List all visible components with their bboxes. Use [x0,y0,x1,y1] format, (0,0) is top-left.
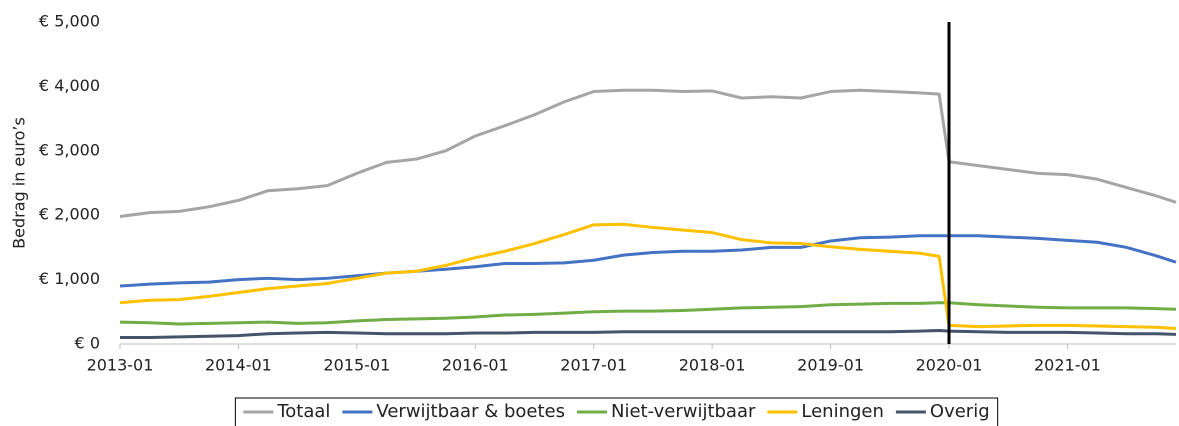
legend-label: Verwijtbaar & boetes [376,401,565,422]
legend: Totaal Verwijtbaar & boetes Niet-verwijtba… [234,397,999,426]
x-tick-label: 2014-01 [205,356,272,375]
x-tick-label: 2019-01 [797,356,864,375]
y-tick-label: € 4,000 [39,76,100,95]
legend-label: Totaal [276,401,330,422]
series-line [119,88,1177,218]
series-line [119,234,1177,288]
series-line [120,328,1177,340]
y-tick-label: € 5,000 [39,12,100,31]
y-tick-label: € 3,000 [39,140,100,159]
y-tick-label: € 2,000 [39,205,100,224]
legend-label: Overig [930,401,990,422]
legend-label: Leningen [801,401,884,422]
series-line [119,222,1177,331]
x-tick-label: 2015-01 [323,356,390,375]
x-tick-label: 2021-01 [1034,356,1101,375]
x-tick-label: 2017-01 [560,356,627,375]
y-axis-label: Bedrag in euro’s [10,117,29,249]
x-tick-label: 2018-01 [679,356,746,375]
y-tick-label: € 0 [75,334,100,353]
y-tick-label: € 1,000 [39,269,100,288]
legend-label: Niet-verwijtbaar [611,401,756,422]
x-tick-label: 2013-01 [87,356,154,375]
series-line [119,301,1177,326]
x-tick-label: 2020-01 [916,356,983,375]
x-tick-label: 2016-01 [442,356,509,375]
